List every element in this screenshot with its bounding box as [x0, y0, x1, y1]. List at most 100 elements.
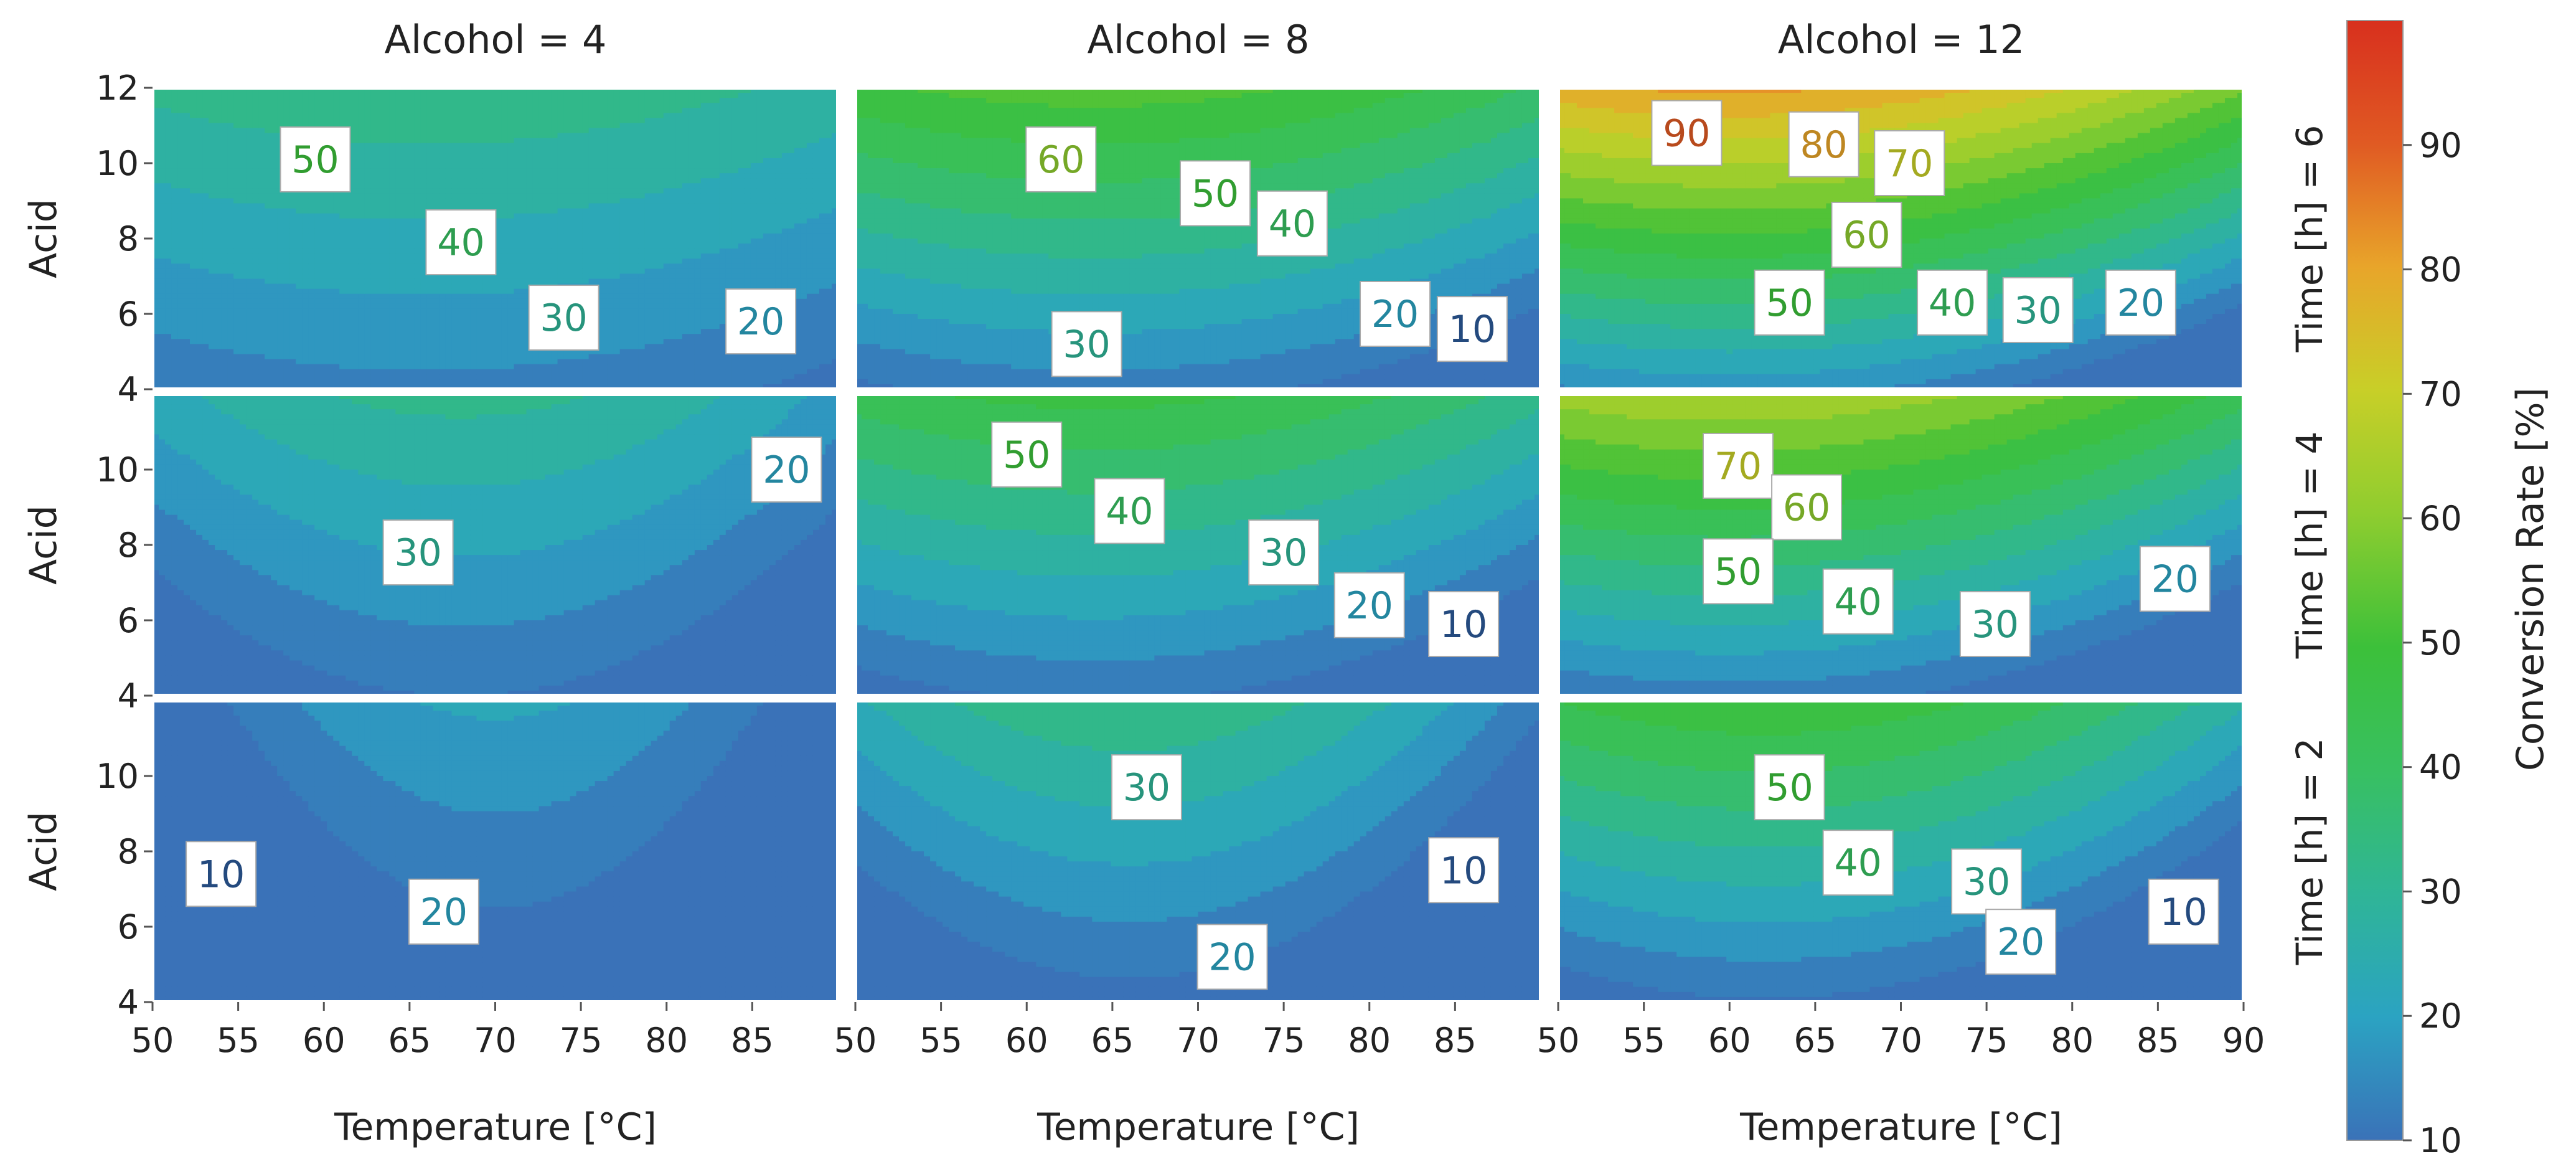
- contour-cell: [233, 138, 240, 144]
- contour-cell: [339, 198, 346, 204]
- contour-cell: [271, 314, 278, 319]
- contour-cell: [171, 234, 178, 239]
- contour-cell: [227, 123, 234, 128]
- contour-cell: [171, 123, 178, 128]
- contour-cell: [233, 294, 240, 300]
- contour-cell: [227, 244, 234, 249]
- contour-cell: [302, 204, 309, 209]
- contour-cell: [165, 319, 172, 324]
- contour-cell: [215, 168, 222, 174]
- contour-cell: [327, 329, 334, 334]
- contour-cell: [364, 193, 371, 199]
- contour-cell: [215, 178, 222, 184]
- contour-cell: [302, 219, 309, 224]
- contour-cell: [296, 309, 303, 315]
- contour-cell: [202, 359, 209, 365]
- contour-cell: [221, 234, 228, 239]
- contour-cell: [364, 163, 371, 169]
- contour-cell: [358, 198, 365, 204]
- contour-cell: [333, 268, 340, 274]
- contour-cell: [277, 118, 284, 123]
- contour-cell: [184, 284, 190, 290]
- contour-cell: [327, 284, 334, 290]
- contour-cell: [184, 329, 190, 334]
- contour-cell: [283, 289, 290, 295]
- contour-cell: [184, 118, 190, 123]
- contour-cell: [277, 253, 284, 259]
- contour-cell: [252, 113, 259, 118]
- contour-cell: [277, 229, 284, 234]
- contour-cell: [346, 234, 352, 239]
- contour-cell: [364, 374, 371, 380]
- contour-cell: [252, 248, 259, 254]
- contour-cell: [159, 339, 166, 344]
- contour-cell: [159, 193, 166, 199]
- contour-cell: [246, 379, 253, 385]
- contour-cell: [165, 354, 172, 360]
- contour-cell: [258, 304, 265, 310]
- contour-cell: [184, 148, 190, 154]
- contour-cell: [321, 344, 327, 349]
- contour-cell: [159, 359, 166, 365]
- contour-cell: [215, 209, 222, 214]
- contour-cell: [171, 158, 178, 164]
- contour-cell: [165, 304, 172, 310]
- contour-cell: [283, 229, 290, 234]
- contour-cell: [209, 299, 215, 305]
- contour-cell: [321, 98, 327, 103]
- contour-cell: [227, 289, 234, 295]
- contour-cell: [308, 258, 315, 264]
- contour-cell: [190, 193, 197, 199]
- contour-cell: [364, 349, 371, 354]
- contour-cell: [271, 133, 278, 139]
- contour-cell: [221, 354, 228, 360]
- contour-cell: [240, 178, 247, 184]
- contour-cell: [271, 143, 278, 149]
- contour-cell: [352, 138, 359, 144]
- contour-cell: [196, 279, 203, 285]
- contour-cell: [258, 314, 265, 319]
- contour-cell: [190, 349, 197, 354]
- contour-cell: [314, 108, 321, 113]
- contour-cell: [314, 374, 321, 380]
- contour-cell: [271, 244, 278, 249]
- contour-cell: [221, 204, 228, 209]
- contour-cell: [358, 379, 365, 385]
- contour-cell: [215, 128, 222, 134]
- contour-cell: [190, 128, 197, 134]
- contour-cell: [227, 188, 234, 194]
- contour-cell: [258, 118, 265, 123]
- contour-cell: [333, 279, 340, 285]
- contour-cell: [233, 113, 240, 118]
- contour-cell: [233, 248, 240, 254]
- contour-cell: [233, 148, 240, 154]
- contour-cell: [346, 294, 352, 300]
- contour-cell: [159, 289, 166, 295]
- contour-cell: [177, 324, 184, 329]
- contour-cell: [333, 93, 340, 98]
- contour-cell: [265, 334, 271, 339]
- contour-cell: [265, 123, 271, 128]
- contour-cell: [240, 153, 247, 159]
- contour-cell: [321, 304, 327, 310]
- row-title-3: Time [h] = 2: [2288, 738, 2331, 966]
- contour-cell: [184, 178, 190, 184]
- contour-cell: [165, 93, 172, 98]
- contour-cell: [327, 234, 334, 239]
- contour-cell: [215, 354, 222, 360]
- contour-cell: [202, 183, 209, 189]
- contour-cell: [221, 173, 228, 179]
- contour-cell: [184, 379, 190, 385]
- contour-cell: [165, 128, 172, 134]
- contour-cell: [333, 334, 340, 339]
- contour-cell: [308, 93, 315, 98]
- contour-cell: [190, 148, 197, 154]
- contour-cell: [277, 309, 284, 315]
- contour-cell: [184, 98, 190, 103]
- contour-cell: [196, 209, 203, 214]
- contour-cell: [289, 198, 296, 204]
- contour-cell: [196, 173, 203, 179]
- contour-cell: [258, 248, 265, 254]
- contour-cell: [221, 309, 228, 315]
- contour-cell: [252, 319, 259, 324]
